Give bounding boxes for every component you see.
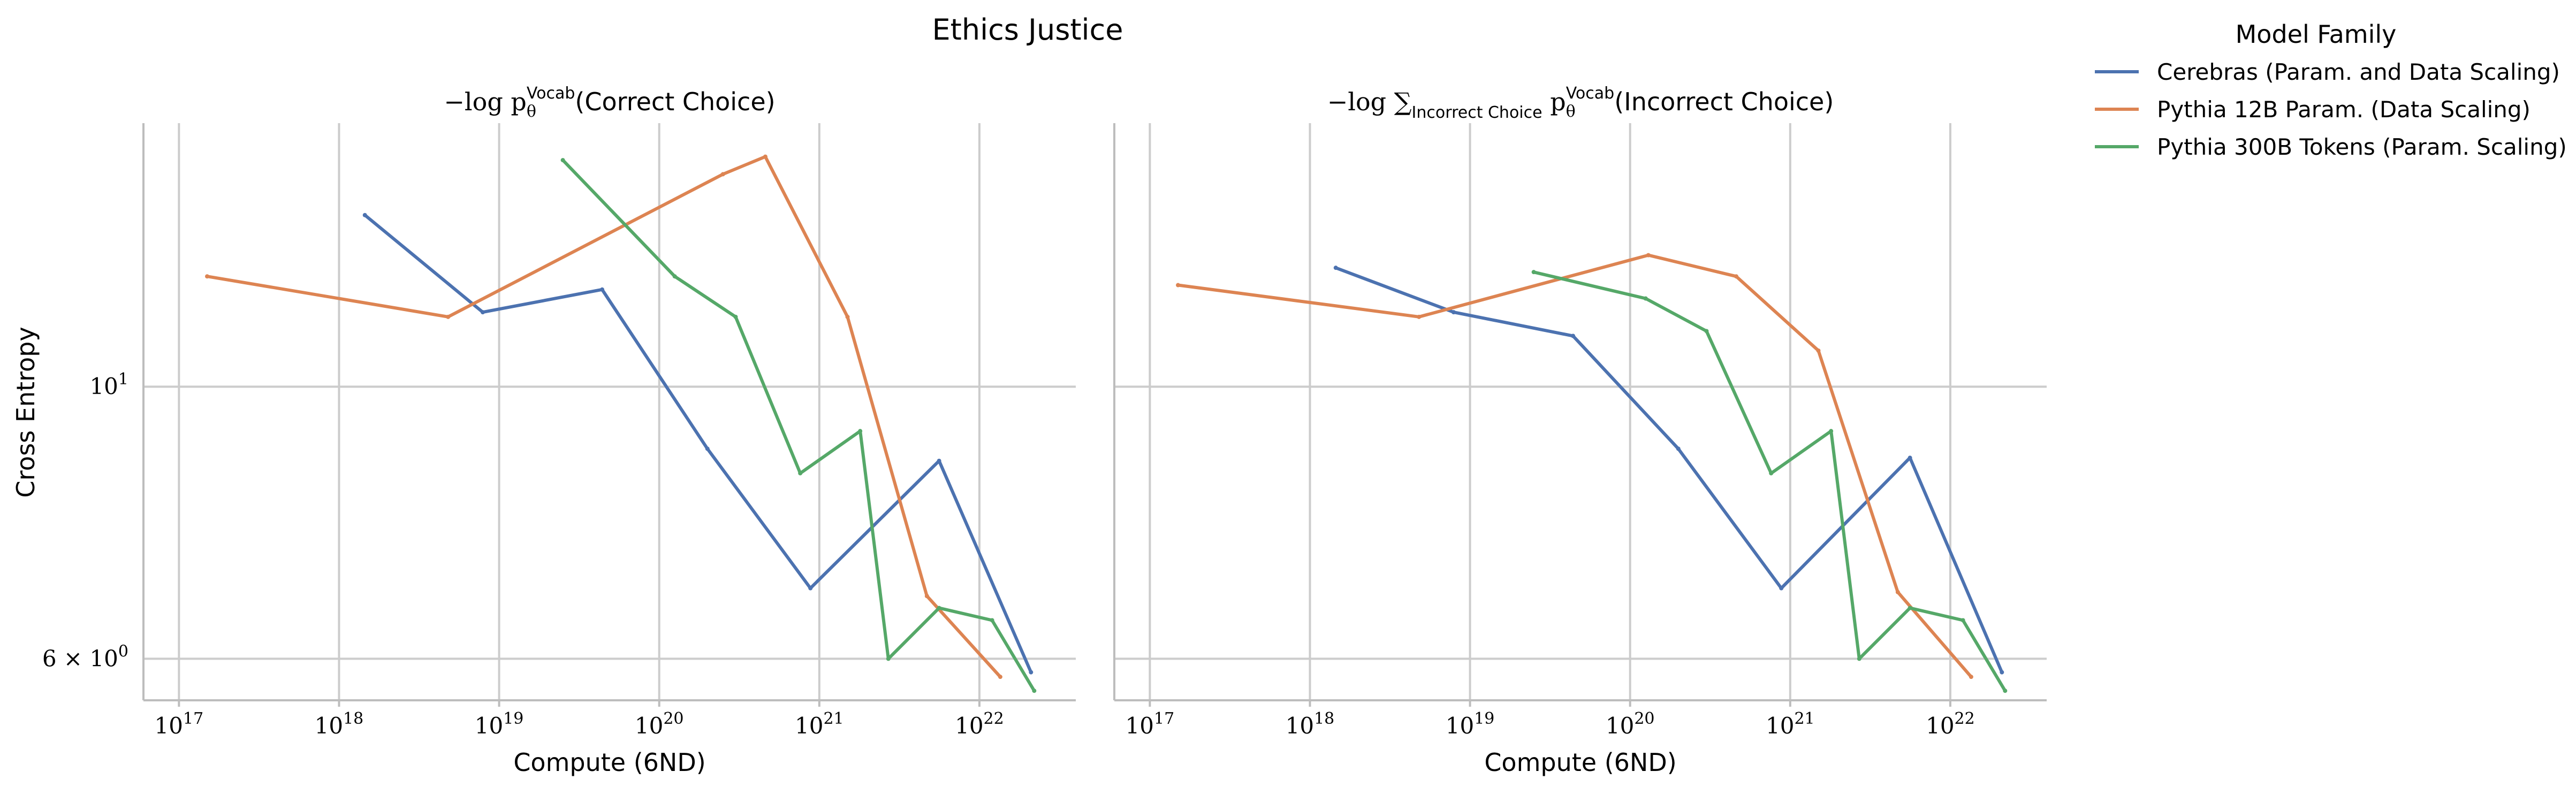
data-point-pythia12b xyxy=(446,314,451,319)
x-tick-label: 1018 xyxy=(315,709,364,739)
data-point-cerebras xyxy=(1676,447,1681,451)
data-point-pythia300b xyxy=(733,314,738,319)
x-tick-label: 1019 xyxy=(1446,709,1495,739)
data-point-cerebras xyxy=(2000,670,2004,675)
data-point-cerebras xyxy=(1571,334,1576,338)
series-line-cerebras xyxy=(363,214,1033,673)
y-axis-label: Cross Entropy xyxy=(11,327,40,497)
data-point-cerebras xyxy=(808,586,813,591)
data-point-cerebras xyxy=(1779,586,1784,591)
data-point-cerebras xyxy=(937,458,941,463)
data-point-pythia12b xyxy=(1176,283,1181,288)
data-point-pythia300b xyxy=(2003,689,2008,693)
series-line-pythia300b xyxy=(1533,270,2007,692)
data-point-cerebras xyxy=(600,287,605,292)
series-line-pythia300b xyxy=(561,159,1036,692)
panel-2: 1017 1018 1019 1020 1021 1022 −log ∑Incorrect … xyxy=(1113,84,2047,777)
data-point-pythia300b xyxy=(560,158,565,163)
data-point-cerebras xyxy=(1333,266,1338,270)
data-point-cerebras xyxy=(362,213,367,217)
x-tick-label: 1022 xyxy=(1926,709,1975,739)
legend-label-pythia300b: Pythia 300B Tokens (Param. Scaling) xyxy=(2157,134,2567,160)
x-axis-label: Compute (6ND) xyxy=(1484,748,1676,777)
series-line-cerebras xyxy=(1335,266,2004,673)
data-point-pythia12b xyxy=(1417,314,1422,319)
data-point-pythia12b xyxy=(763,154,768,159)
data-point-pythia12b xyxy=(924,594,929,599)
figure-title: Ethics Justice xyxy=(932,13,1123,47)
y-tick-label: 101 xyxy=(89,370,128,399)
data-point-pythia300b xyxy=(937,606,941,610)
x-tick-label: 1019 xyxy=(475,709,524,739)
data-point-pythia300b xyxy=(1704,329,1709,334)
legend: Model Family Cerebras (Param. and Data Sc… xyxy=(2095,20,2567,160)
data-point-pythia300b xyxy=(858,429,863,434)
data-point-pythia300b xyxy=(1032,689,1037,693)
x-tick-label: 1020 xyxy=(1606,709,1655,739)
panel-title: −log ∑Incorrect Choice pθVocab(Incorrect… xyxy=(1327,84,1834,122)
data-point-pythia300b xyxy=(1961,618,1965,623)
data-point-pythia300b xyxy=(1908,606,1912,610)
data-point-cerebras xyxy=(1451,310,1456,315)
legend-label-cerebras: Cerebras (Param. and Data Scaling) xyxy=(2157,59,2560,85)
data-point-pythia12b xyxy=(1969,675,1973,679)
legend-title: Model Family xyxy=(2236,20,2397,49)
x-tick-label: 1017 xyxy=(1126,709,1175,739)
data-point-pythia300b xyxy=(886,656,891,661)
x-tick-label: 1017 xyxy=(155,709,204,739)
x-tick-label: 1021 xyxy=(1766,709,1815,739)
data-point-pythia300b xyxy=(1643,296,1648,301)
x-tick-label: 1020 xyxy=(635,709,684,739)
data-point-pythia12b xyxy=(845,314,850,319)
x-tick-label: 1022 xyxy=(955,709,1004,739)
data-point-pythia300b xyxy=(798,471,803,475)
x-axis-label: Compute (6ND) xyxy=(513,748,705,777)
data-point-pythia12b xyxy=(205,274,210,279)
legend-label-pythia12b: Pythia 12B Param. (Data Scaling) xyxy=(2157,96,2531,123)
x-tick-label: 1018 xyxy=(1286,709,1335,739)
panel-1: 1017 1018 1019 1020 1021 1022 101 6 × 100 −log p… xyxy=(42,84,1076,777)
data-point-pythia12b xyxy=(1816,348,1821,353)
data-point-cerebras xyxy=(1029,670,1034,675)
data-point-pythia12b xyxy=(1734,274,1738,279)
data-point-cerebras xyxy=(705,447,710,451)
data-point-pythia300b xyxy=(672,274,677,279)
data-point-pythia300b xyxy=(1857,656,1861,661)
data-point-pythia300b xyxy=(1769,471,1774,475)
data-point-pythia12b xyxy=(1895,589,1900,594)
data-point-pythia300b xyxy=(990,618,994,623)
data-point-pythia12b xyxy=(998,675,1002,679)
data-point-pythia12b xyxy=(1646,253,1651,258)
data-point-cerebras xyxy=(1908,456,1912,460)
panel-title: −log pθVocab(Correct Choice) xyxy=(444,84,775,121)
data-point-pythia300b xyxy=(1829,429,1834,434)
x-tick-label: 1021 xyxy=(795,709,844,739)
y-tick-label: 6 × 100 xyxy=(42,642,128,671)
data-point-pythia12b xyxy=(720,172,725,177)
data-point-cerebras xyxy=(480,310,485,315)
data-point-pythia300b xyxy=(1531,270,1536,275)
